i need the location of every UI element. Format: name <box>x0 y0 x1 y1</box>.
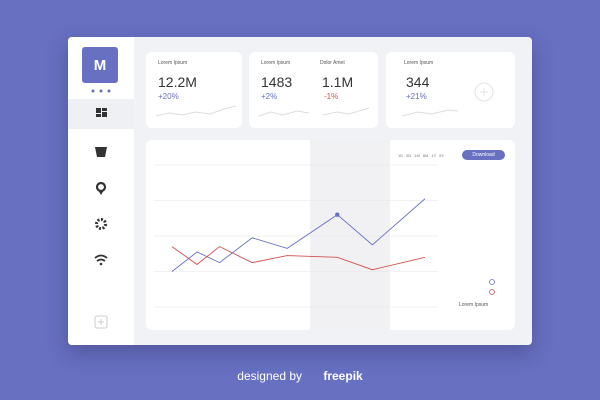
data-line <box>171 198 426 272</box>
stat-card: Lorem Ipsum 1483 +2% Dolor Amet 1.1M -1% <box>249 52 378 128</box>
stat-change: -1% <box>324 92 339 101</box>
stat-value: 1.1M <box>322 74 354 90</box>
stat-card: Lorem Ipsum 12.2M +20% <box>146 52 242 128</box>
stat-label: Lorem Ipsum <box>158 60 188 66</box>
stat-label: Lorem Ipsum <box>404 60 434 66</box>
line-chart <box>154 164 495 308</box>
add-button[interactable] <box>94 315 108 329</box>
wifi-icon[interactable] <box>94 254 108 262</box>
sidebar-icons <box>68 89 134 329</box>
sparkline <box>401 82 494 117</box>
legend-marker <box>489 279 495 285</box>
legend-label: Lorem Ipsum <box>459 302 489 308</box>
gear-icon[interactable] <box>95 218 107 230</box>
stat-change: +21% <box>406 92 427 101</box>
logo[interactable]: M <box>82 47 118 83</box>
stat-value: 344 <box>406 74 430 90</box>
stat-label: Dolor Amet <box>320 60 345 66</box>
range-button[interactable]: 1D <box>398 153 404 158</box>
footer-brand[interactable]: freepik <box>323 369 363 383</box>
range-button[interactable]: 1M <box>414 153 420 158</box>
stat-value: 1483 <box>261 74 293 90</box>
add-button[interactable] <box>474 82 494 102</box>
range-buttons: 1D 5D 1M 6M 1Y 5Y <box>398 153 444 158</box>
data-line <box>171 246 426 271</box>
pin-icon[interactable] <box>95 181 107 193</box>
highlight-band <box>310 140 390 330</box>
sparkline <box>258 107 370 117</box>
stat-change: +20% <box>158 92 179 101</box>
download-button[interactable]: Download <box>462 150 505 160</box>
footer: designed by freepik <box>0 369 600 383</box>
stat-card: Lorem Ipsum 344 +21% <box>386 52 515 128</box>
range-button[interactable]: 5D <box>406 153 412 158</box>
stat-value: 12.2M <box>158 74 197 90</box>
chart-card: 1D 5D 1M 6M 1Y 5Y Download Lorem Ipsum <box>146 140 515 330</box>
range-button[interactable]: 1Y <box>431 153 437 158</box>
sparkline <box>155 105 237 117</box>
highlight-point <box>335 212 340 217</box>
sidebar: M <box>68 37 134 345</box>
footer-text: designed by <box>237 369 302 383</box>
stat-change: +2% <box>261 92 278 101</box>
basket-icon[interactable] <box>95 147 107 157</box>
range-button[interactable]: 5Y <box>439 153 445 158</box>
legend-marker <box>489 289 495 295</box>
range-button[interactable]: 6M <box>422 153 429 158</box>
stat-label: Lorem Ipsum <box>261 60 291 66</box>
